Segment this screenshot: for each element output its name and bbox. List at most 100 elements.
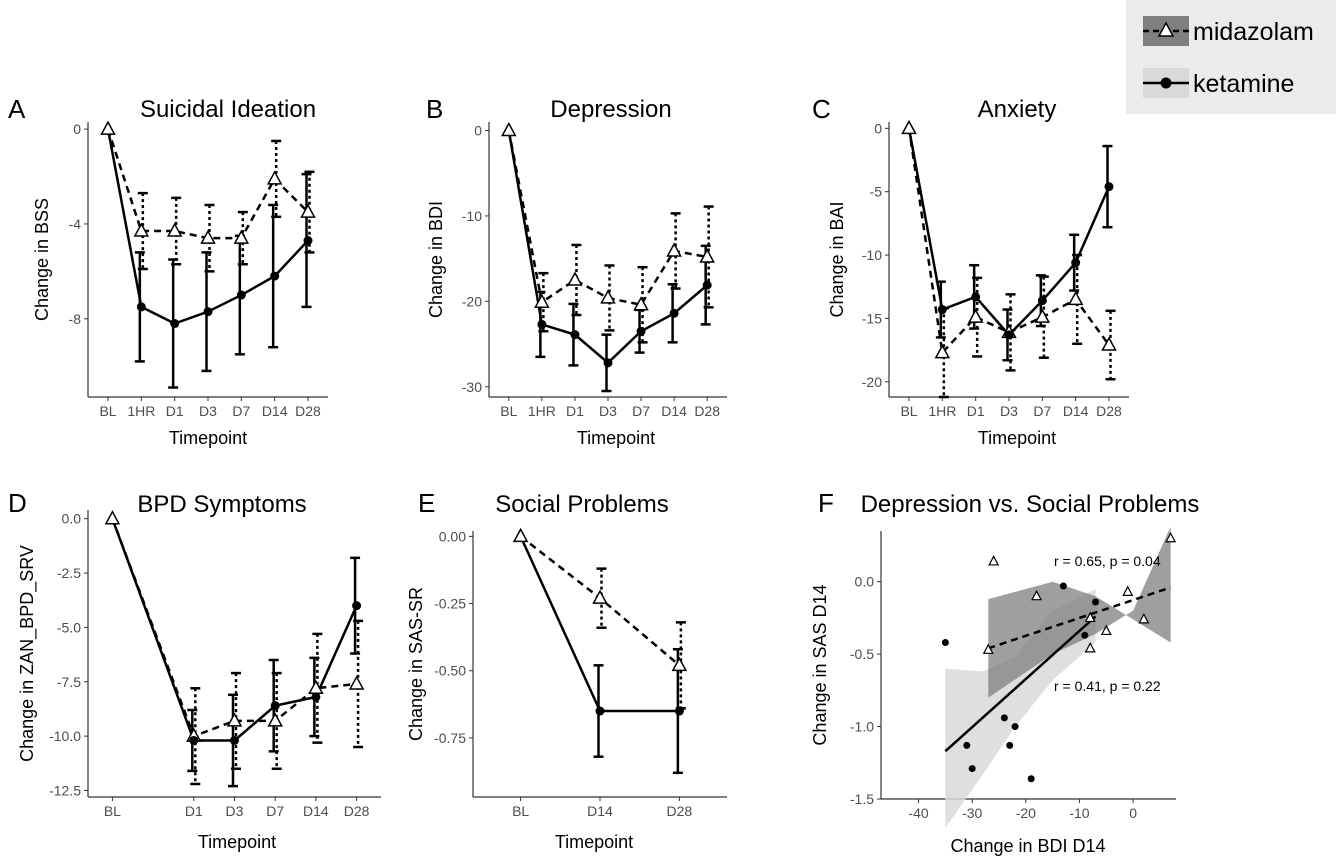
panel-letter-d: D [8, 488, 27, 518]
data-point-midazolam [934, 344, 951, 359]
panel-c-anxiety: C Anxiety Timepoint Change in BAI 0 -5 -10 -15… [812, 94, 1129, 448]
data-point-ketamine [1059, 582, 1067, 590]
legend-label-ketamine: ketamine [1193, 70, 1294, 98]
data-point-ketamine [303, 236, 313, 246]
x-axis-label: Change in BDI D14 [950, 836, 1105, 856]
y-tick-label: -0.5 [850, 646, 874, 662]
y-axis-label: Change in BAI [827, 201, 847, 317]
data-point-ketamine [674, 706, 684, 716]
y-axis-label: Change in BDI [426, 201, 446, 318]
data-point-midazolam [901, 119, 917, 135]
y-tick-label: -0.50 [434, 663, 466, 679]
series-line-ketamine [111, 518, 358, 742]
data-point-ketamine [669, 308, 679, 318]
x-tick-label: -20 [1016, 805, 1036, 821]
data-point-midazolam [1084, 642, 1096, 653]
x-tick-label: D28 [667, 803, 693, 819]
x-tick-label: D1 [566, 403, 584, 419]
x-tick-label: BL [500, 403, 517, 419]
y-tick-label: -8 [69, 311, 82, 327]
x-axis-label: Timepoint [577, 428, 655, 448]
x-tick-label: D14 [303, 803, 329, 819]
x-tick-label: D7 [232, 403, 250, 419]
x-tick-label: D1 [185, 803, 203, 819]
data-point-midazolam [1067, 290, 1084, 306]
data-point-midazolam [1165, 531, 1177, 543]
x-tick-label: D28 [1096, 403, 1122, 419]
y-tick-label: -1.5 [850, 791, 874, 807]
series-line-midazolam [907, 128, 1111, 356]
data-point-midazolam [1138, 613, 1150, 624]
data-point-midazolam [266, 170, 283, 185]
data-point-midazolam [1101, 336, 1117, 351]
y-tick-label: -4 [69, 216, 82, 232]
data-point-ketamine [1006, 741, 1014, 749]
y-axis-label: Change in BSS [32, 198, 52, 321]
data-point-ketamine [1081, 631, 1089, 639]
y-tick-label: 0 [874, 120, 882, 136]
data-point-ketamine [603, 358, 613, 368]
data-point-ketamine [1092, 598, 1100, 606]
data-point-ketamine [963, 741, 971, 749]
x-tick-label: BL [104, 803, 121, 819]
data-point-midazolam [100, 120, 116, 135]
data-point-midazolam [348, 675, 365, 690]
data-point-ketamine [189, 735, 199, 745]
data-point-midazolam [982, 643, 994, 654]
x-tick-label: -30 [962, 805, 982, 821]
panel-letter-e: E [418, 488, 435, 518]
x-tick-label: D3 [1000, 403, 1018, 419]
y-tick-label: -10 [462, 208, 482, 224]
series-line-ketamine [519, 535, 680, 713]
x-axis-label: Timepoint [198, 832, 276, 852]
y-tick-label: 0.00 [439, 528, 466, 544]
x-tick-label: 1HR [528, 403, 556, 419]
data-point-midazolam [512, 527, 529, 543]
panel-f-depression-vs-social-problems: F Depression vs. Social Problems Change i… [810, 488, 1199, 856]
data-point-midazolam [1034, 308, 1051, 323]
data-point-ketamine [1000, 714, 1008, 722]
data-point-ketamine [570, 330, 580, 340]
x-tick-label: D28 [344, 803, 370, 819]
y-tick-label: -10.0 [49, 728, 81, 744]
x-tick-label: D7 [1033, 403, 1051, 419]
data-point-midazolam [501, 121, 517, 137]
y-tick-label: -1.0 [850, 719, 874, 735]
x-axis-label: Timepoint [169, 428, 247, 448]
chart-title: BPD Symptoms [137, 491, 306, 518]
data-point-ketamine [352, 601, 362, 611]
data-point-midazolam [1084, 611, 1096, 623]
x-tick-label: D7 [632, 403, 650, 419]
data-point-ketamine [311, 692, 321, 702]
y-tick-label: -12.5 [49, 782, 81, 798]
x-axis-label: Timepoint [555, 832, 633, 852]
data-point-midazolam [133, 222, 150, 237]
panel-letter-b: B [426, 94, 443, 124]
data-point-midazolam [592, 589, 608, 604]
x-tick-label: 0 [1129, 805, 1137, 821]
series-line-midazolam [507, 130, 708, 307]
confidence-band-midazolam [988, 526, 1171, 698]
data-point-ketamine [270, 701, 280, 711]
data-point-ketamine [971, 292, 981, 302]
data-point-ketamine [1011, 723, 1019, 731]
data-point-midazolam [200, 229, 216, 244]
fit-line-ketamine [944, 615, 1097, 753]
data-point-midazolam [967, 308, 984, 323]
x-tick-label: D1 [166, 403, 184, 419]
x-tick-label: D3 [199, 403, 217, 419]
x-tick-label: D7 [266, 803, 284, 819]
data-point-midazolam [671, 656, 688, 672]
data-point-ketamine [937, 305, 947, 315]
panel-d-bpd-symptoms: D BPD Symptoms Timepoint Change in ZAN_BPD… [8, 488, 381, 852]
x-tick-label: D3 [599, 403, 617, 419]
y-tick-label: -0.25 [434, 596, 466, 612]
data-point-midazolam [300, 203, 316, 218]
fit-line-midazolam [987, 586, 1172, 650]
y-axis-label: Change in SAS-SR [406, 587, 426, 741]
data-point-ketamine [941, 639, 949, 647]
data-point-midazolam [166, 222, 183, 237]
x-axis-label: Timepoint [978, 428, 1056, 448]
legend-label-midazolam: midazolam [1193, 18, 1314, 46]
